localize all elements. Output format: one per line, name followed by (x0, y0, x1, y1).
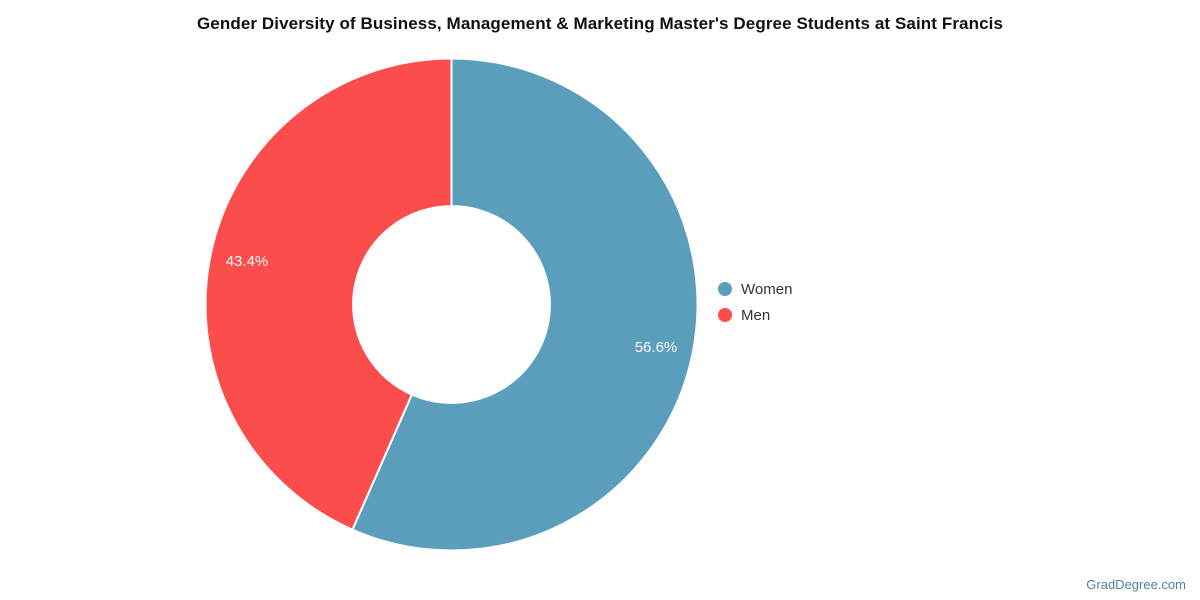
chart-title: Gender Diversity of Business, Management… (196, 14, 1004, 33)
legend: Women Men (718, 278, 792, 326)
legend-item-women[interactable]: Women (718, 278, 792, 300)
watermark-link[interactable]: GradDegree.com (1086, 577, 1186, 592)
legend-marker-icon (718, 282, 732, 296)
pie-slice-women[interactable] (351, 57, 699, 552)
pie-slice-men[interactable] (204, 57, 453, 531)
legend-item-men[interactable]: Men (718, 304, 792, 326)
legend-label: Women (741, 280, 793, 298)
slice-value-label-men: 43.4% (226, 253, 269, 270)
legend-label: Men (741, 306, 771, 324)
slice-value-label-women: 56.6% (635, 339, 678, 356)
legend-marker-icon (718, 308, 732, 322)
